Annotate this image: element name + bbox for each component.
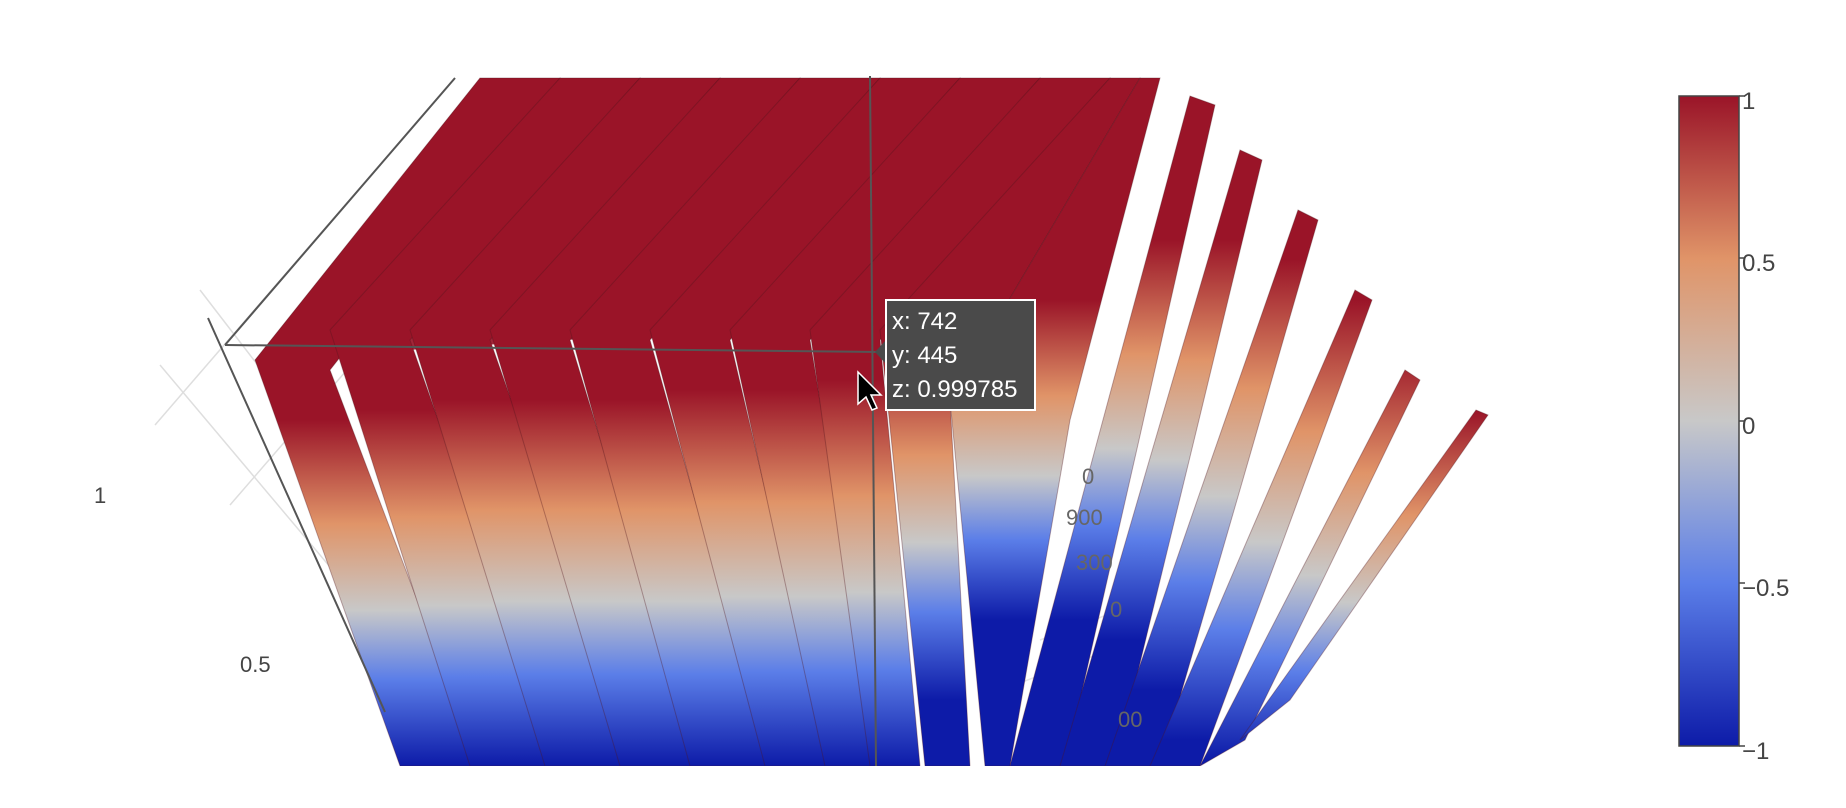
z-tick-1: 1	[94, 483, 106, 508]
surface-fin[interactable]	[489, 77, 802, 766]
hover-y: y: 445	[892, 342, 957, 369]
surface-fin[interactable]	[1009, 95, 1216, 766]
hover-label: x: 742 y: 445 z: 0.999785	[875, 299, 1036, 411]
y-axis-ticks: 0 900 300 0 00	[1066, 464, 1142, 732]
z-tick-0.5: 0.5	[240, 652, 271, 677]
surface-fin[interactable]	[729, 77, 1042, 766]
colorbar-gradient	[1678, 95, 1740, 747]
colorbar-tick-0.5: 0.5	[1742, 250, 1775, 277]
axis-frame-lines	[207, 75, 881, 767]
surface-fin[interactable]	[1059, 149, 1263, 766]
surface-fin[interactable]	[1239, 409, 1489, 741]
y-tick: 00	[1118, 707, 1142, 732]
y-tick: 900	[1066, 505, 1103, 530]
surface-fin[interactable]	[569, 77, 882, 766]
surface-fin[interactable]	[409, 77, 722, 766]
surface-fin[interactable]	[809, 77, 1112, 766]
y-tick: 0	[1110, 597, 1122, 622]
surface-fin[interactable]	[1104, 209, 1319, 766]
colorbar-tick-minus-1: −1	[1742, 738, 1769, 765]
hover-x: x: 742	[892, 308, 957, 335]
colorbar: 1 0.5 0 −0.5 −1	[1678, 88, 1789, 765]
surface-fins[interactable]	[254, 77, 1489, 766]
surface-fin[interactable]	[649, 77, 962, 766]
surface-fin[interactable]	[1199, 369, 1421, 766]
colorbar-tick-0: 0	[1742, 413, 1755, 440]
z-axis-ticks: 1 0.5	[94, 483, 271, 677]
surface-fin[interactable]	[329, 77, 642, 766]
mouse-cursor-icon	[857, 370, 883, 411]
surface-fin[interactable]	[254, 77, 562, 766]
hover-box	[885, 299, 1036, 411]
surface-fin[interactable]	[949, 77, 1161, 766]
y-tick: 300	[1076, 550, 1113, 575]
colorbar-tick-1: 1	[1742, 88, 1755, 115]
hover-z: z: 0.999785	[892, 376, 1017, 403]
surface-fin[interactable]	[1149, 289, 1373, 766]
colorbar-tick-minus-0.5: −0.5	[1742, 575, 1789, 602]
y-tick: 0	[1082, 464, 1094, 489]
